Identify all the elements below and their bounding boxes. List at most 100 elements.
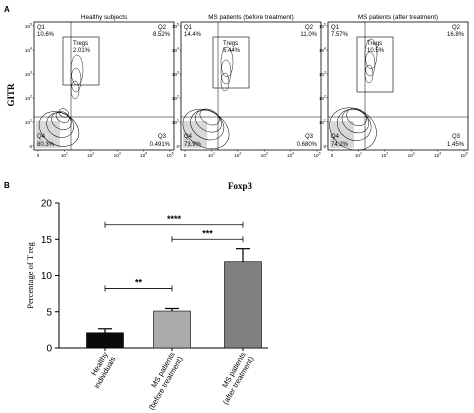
x-tick-exponent: 4 [439, 152, 441, 156]
y-tick-label: 103 [172, 71, 179, 78]
category-label: MS patients(before treatment) [139, 350, 185, 411]
y-tick-exponent: 3 [30, 71, 32, 75]
contour-line [220, 59, 232, 85]
y-tick-exponent: 1 [30, 119, 32, 123]
q1-value: 10.6% [37, 32, 55, 38]
x-tick-exponent: 4 [145, 152, 147, 156]
y-tick-exponent: 4 [324, 47, 326, 51]
y-tick-label: 105 [172, 23, 179, 30]
y-tick-label: 20 [41, 199, 53, 210]
bar [86, 332, 124, 349]
flow-cytometry-panels: Healthy subjectsTregs2.01%Q110.6%Q28.52%… [25, 14, 469, 159]
y-tick-label: 103 [25, 71, 32, 78]
x-tick-exponent: 2 [239, 152, 241, 156]
q2-value: 16.8% [447, 32, 465, 38]
contour-line [341, 108, 369, 134]
contour-line [55, 111, 70, 123]
x-tick-exponent: 5 [319, 152, 321, 156]
density-contours [38, 54, 84, 147]
y-tick-exponent: 3 [324, 71, 326, 75]
x-tick-label: 0 [331, 153, 334, 158]
contour-line [199, 108, 220, 126]
foxp3-axis-label: Foxp3 [228, 181, 253, 191]
y-tick-label: 101 [25, 119, 32, 126]
tregs-gate [62, 36, 100, 86]
tregs-gate-label: Tregs [367, 41, 382, 47]
y-tick-label: 102 [25, 95, 32, 102]
x-tick-exponent: 5 [172, 152, 174, 156]
x-tick-label: 102 [87, 152, 94, 159]
flow-panel-title: MS patients (before treatment) [208, 14, 293, 21]
tregs-gate-value: 5.44% [223, 48, 241, 54]
q3-label: Q3 [305, 134, 314, 140]
contour-line [70, 67, 82, 93]
y-tick-exponent: 5 [177, 23, 179, 27]
y-tick-label: 105 [319, 23, 326, 30]
q2-label: Q2 [305, 25, 314, 31]
category-label: Healthyindividuals [84, 350, 117, 390]
x-tick-label: 103 [114, 152, 121, 159]
y-tick-exponent: 1 [324, 119, 326, 123]
q4-value: 74.2% [331, 142, 349, 148]
q1-value: 14.4% [184, 32, 202, 38]
x-tick-label: 103 [408, 152, 415, 159]
x-tick-label: 102 [381, 152, 388, 159]
contour-line [51, 112, 72, 130]
significance-bracket: *** [171, 228, 244, 243]
y-tick-exponent: 2 [177, 95, 179, 99]
y-tick-exponent: 1 [177, 119, 179, 123]
y-tick-label: 0 [323, 144, 326, 149]
flow-panel-title: Healthy subjects [81, 14, 127, 21]
contour-line [364, 64, 374, 84]
x-tick-label: 0 [184, 153, 187, 158]
panel-a-label: A [4, 5, 10, 14]
y-tick-exponent: 2 [324, 95, 326, 99]
x-tick-exponent: 1 [213, 152, 215, 156]
q2-value: 8.52% [153, 32, 171, 38]
x-tick-exponent: 1 [360, 152, 362, 156]
flow-panel-2: MS patients (before treatment) Tregs5.44%… [172, 14, 322, 159]
y-tick-exponent: 5 [324, 23, 326, 27]
significance-bracket: ** [104, 278, 173, 292]
x-tick-label: 105 [166, 152, 173, 159]
contour-line [364, 51, 376, 77]
tregs-gate [212, 36, 250, 89]
x-tick-exponent: 3 [413, 152, 415, 156]
x-tick-exponent: 4 [292, 152, 294, 156]
y-tick-exponent: 4 [30, 47, 32, 51]
contour-line [364, 38, 378, 70]
contour-line [195, 109, 222, 133]
x-tick-label: 101 [61, 152, 68, 159]
q1-label: Q1 [37, 25, 46, 31]
q4-label: Q4 [331, 134, 340, 140]
q2-value: 11.0% [300, 32, 317, 38]
significance-label: ** [135, 278, 143, 288]
q3-label: Q3 [452, 134, 461, 140]
q3-value: 0.491% [150, 142, 171, 148]
x-tick-label: 102 [234, 152, 241, 159]
x-tick-exponent: 1 [66, 152, 68, 156]
category-label: MS patients(after treatment) [213, 350, 256, 406]
x-tick-label: 101 [208, 152, 215, 159]
tregs-gate [356, 36, 394, 93]
y-tick-label: 101 [172, 119, 179, 126]
x-tick-label: 104 [287, 152, 294, 159]
x-tick-exponent: 3 [119, 152, 121, 156]
panel-b-label: B [4, 181, 10, 190]
tregs-gate-value: 10.5% [367, 48, 385, 54]
contour-line [70, 80, 80, 100]
x-tick-label: 0 [37, 153, 40, 158]
y-tick-label: 5 [46, 307, 52, 318]
q4-value: 80.3% [37, 142, 55, 148]
dense-cell-region [36, 121, 60, 148]
x-tick-label: 105 [460, 152, 467, 159]
x-tick-exponent: 5 [466, 152, 468, 156]
y-tick-exponent: 4 [177, 47, 179, 51]
x-tick-exponent: 2 [386, 152, 388, 156]
q4-value: 73.9% [184, 142, 202, 148]
y-axis-label: Percentage of T reg [25, 242, 35, 309]
y-tick-label: 15 [41, 235, 53, 246]
